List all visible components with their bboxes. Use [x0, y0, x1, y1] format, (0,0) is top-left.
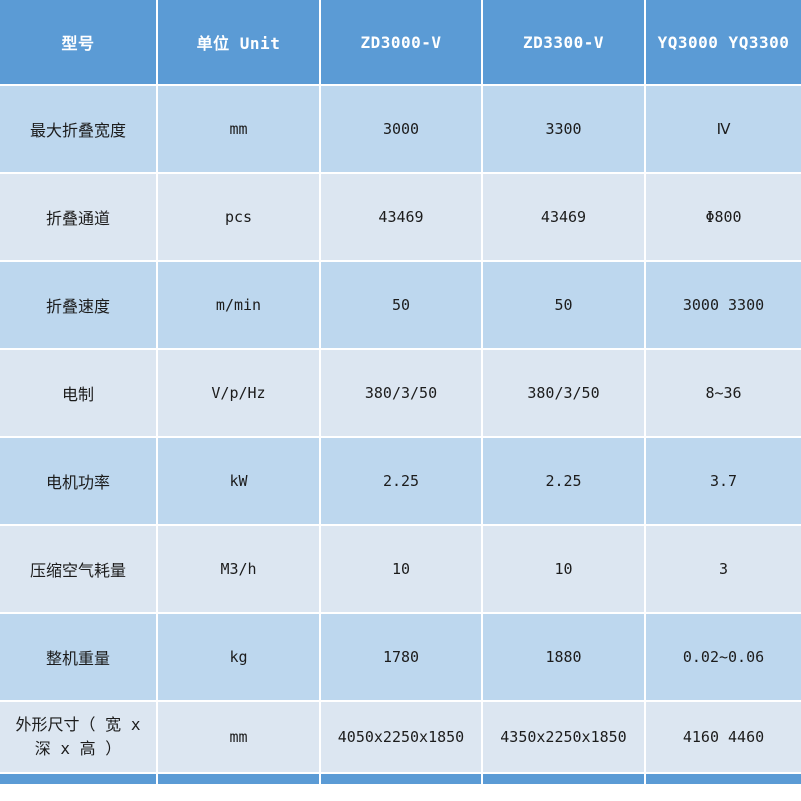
column-header-yq3000-yq3300: YQ3000 YQ3300 — [645, 0, 801, 86]
cell-unit: mm — [157, 85, 321, 174]
cell-zd3300v: 1880 — [482, 613, 646, 702]
cell-yq: 3000 3300 — [645, 261, 801, 350]
row-label: 折叠速度 — [0, 261, 158, 350]
table-row: 电机功率 kW 2.25 2.25 3.7 — [0, 437, 801, 526]
cell-zd3300v: 4350x2250x1850 — [482, 701, 646, 774]
cell-zd3300v: 380/3/50 — [482, 349, 646, 438]
cell-zd3000v: 50 — [320, 261, 483, 350]
row-label: 折叠通道 — [0, 173, 158, 262]
column-header-zd3000v: ZD3000-V — [320, 0, 483, 86]
cell-unit: M3/h — [157, 525, 321, 614]
cell-zd3300v: 43469 — [482, 173, 646, 262]
cell-yq: 0.02~0.06 — [645, 613, 801, 702]
cell-unit: V/p/Hz — [157, 349, 321, 438]
cell-yq: Ⅳ — [645, 85, 801, 174]
cell-yq: 3.7 — [645, 437, 801, 526]
cell-zd3000v: 10 — [320, 525, 483, 614]
cell-zd3000v: 4050x2250x1850 — [320, 701, 483, 774]
cell-unit: kW — [157, 437, 321, 526]
column-header-model: 型号 — [0, 0, 158, 86]
cell-unit: pcs — [157, 173, 321, 262]
bottom-strip-cell — [0, 773, 158, 784]
cell-zd3300v: 50 — [482, 261, 646, 350]
table-row: 整机重量 kg 1780 1880 0.02~0.06 — [0, 613, 801, 702]
bottom-strip-cell — [157, 773, 321, 784]
cell-yq: Φ800 — [645, 173, 801, 262]
column-header-unit: 单位 Unit — [157, 0, 321, 86]
table-row: 折叠速度 m/min 50 50 3000 3300 — [0, 261, 801, 350]
cell-yq: 8~36 — [645, 349, 801, 438]
row-label: 电制 — [0, 349, 158, 438]
cell-yq: 3 — [645, 525, 801, 614]
cell-yq: 4160 4460 — [645, 701, 801, 774]
cell-unit: mm — [157, 701, 321, 774]
table-row: 外形尺寸（ 宽 x 深 x 高 ） mm 4050x2250x1850 4350… — [0, 701, 801, 774]
spec-table: 型号 单位 Unit ZD3000-V ZD3300-V YQ3000 YQ33… — [0, 0, 801, 784]
row-label: 外形尺寸（ 宽 x 深 x 高 ） — [0, 701, 158, 774]
table-row: 压缩空气耗量 M3/h 10 10 3 — [0, 525, 801, 614]
bottom-strip-cell — [482, 773, 646, 784]
cell-zd3000v: 3000 — [320, 85, 483, 174]
cell-zd3000v: 1780 — [320, 613, 483, 702]
cell-zd3000v: 2.25 — [320, 437, 483, 526]
cell-zd3300v: 2.25 — [482, 437, 646, 526]
row-label: 压缩空气耗量 — [0, 525, 158, 614]
table-row: 电制 V/p/Hz 380/3/50 380/3/50 8~36 — [0, 349, 801, 438]
column-header-zd3300v: ZD3300-V — [482, 0, 646, 86]
bottom-strip-cell — [320, 773, 483, 784]
cell-unit: kg — [157, 613, 321, 702]
cell-zd3300v: 10 — [482, 525, 646, 614]
cell-zd3000v: 43469 — [320, 173, 483, 262]
cell-unit: m/min — [157, 261, 321, 350]
table-row: 最大折叠宽度 mm 3000 3300 Ⅳ — [0, 85, 801, 174]
cell-zd3300v: 3300 — [482, 85, 646, 174]
header-row: 型号 单位 Unit ZD3000-V ZD3300-V YQ3000 YQ33… — [0, 0, 801, 86]
table-row: 折叠通道 pcs 43469 43469 Φ800 — [0, 173, 801, 262]
bottom-strip-row — [0, 773, 801, 784]
cell-zd3000v: 380/3/50 — [320, 349, 483, 438]
row-label: 整机重量 — [0, 613, 158, 702]
row-label: 电机功率 — [0, 437, 158, 526]
row-label: 最大折叠宽度 — [0, 85, 158, 174]
bottom-strip-cell — [645, 773, 801, 784]
